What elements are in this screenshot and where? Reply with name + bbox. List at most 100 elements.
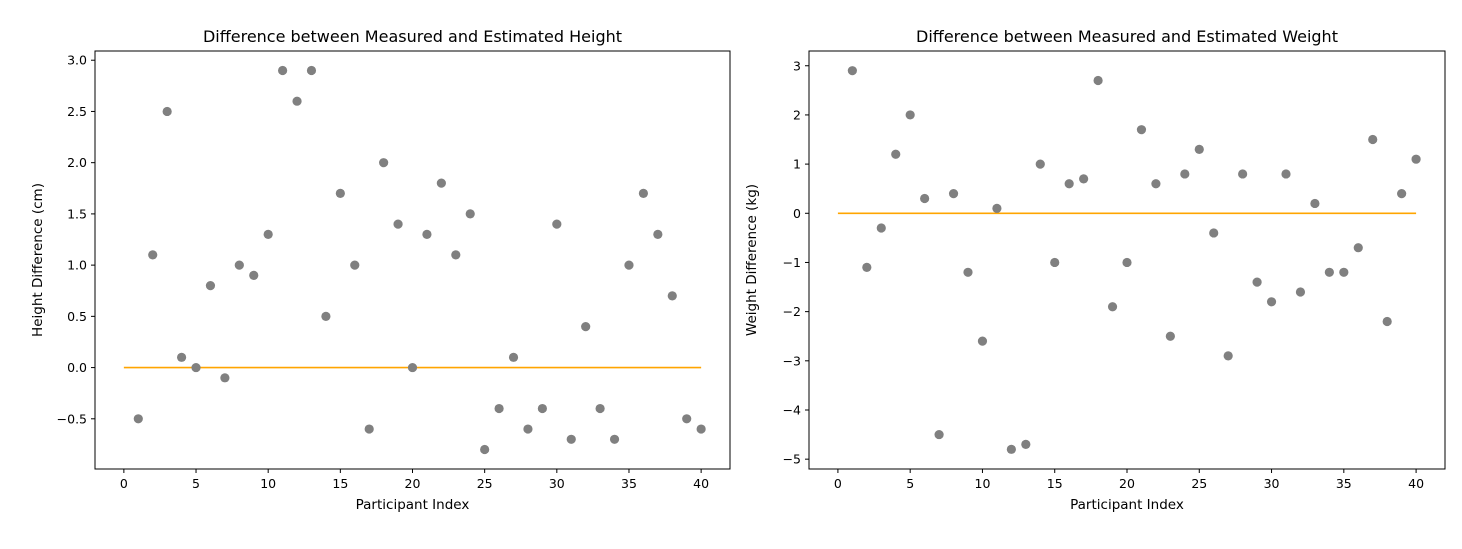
data-point [696,424,706,434]
x-tick-label: 25 [477,476,493,491]
data-point [934,429,944,440]
data-point [379,158,389,168]
data-point [494,403,504,414]
y-tick-label: −1 [783,255,801,270]
x-tick-label: 0 [120,476,128,491]
data-point [653,229,663,239]
data-point [407,362,418,373]
x-tick-label: 35 [1336,476,1352,491]
data-point [205,281,216,291]
data-point [1223,351,1233,361]
data-point [1368,134,1378,145]
data-point [162,106,172,117]
y-tick-label: −3 [783,353,801,368]
data-point [1252,277,1262,287]
y-tick-label: −5 [783,452,801,467]
data-point [992,203,1002,213]
data-point [176,352,187,362]
data-point [609,434,620,444]
data-point [638,188,649,199]
x-tick-label: 30 [549,476,565,491]
data-point [566,434,576,444]
data-point [977,336,988,346]
data-point [624,260,634,270]
y-axis-label: Weight Difference (kg) [744,184,760,336]
data-point [847,66,857,76]
data-point [1021,439,1031,450]
data-point [1209,228,1219,238]
data-point [306,65,317,76]
x-tick-label: 20 [1119,476,1135,491]
x-tick-label: 10 [260,476,276,491]
y-tick-label: 0 [793,206,801,221]
data-point [667,291,677,301]
data-point [1079,174,1089,184]
y-tick-label: −0.5 [57,411,87,426]
y-tick-label: 1.5 [67,206,87,221]
data-point [436,178,446,188]
y-tick-label: −2 [783,304,801,319]
data-point [682,414,692,424]
y-tick-label: 3 [793,58,801,73]
y-tick-label: 1 [793,157,801,172]
x-tick-label: 30 [1264,476,1280,491]
data-point [1107,302,1118,312]
data-point [234,260,244,270]
data-point [263,229,273,239]
data-point [1310,198,1320,209]
data-point [862,262,872,272]
data-point [1006,444,1016,454]
y-tick-label: 2 [793,107,801,122]
data-point [278,65,288,76]
data-point [465,209,475,219]
y-tick-label: −4 [783,402,801,417]
x-tick-label: 25 [1191,476,1207,491]
data-point [220,373,230,383]
data-point [1281,169,1291,179]
x-tick-label: 40 [1408,476,1424,491]
data-point [393,219,403,229]
y-axis-label: Height Difference (cm) [30,183,46,337]
data-point [1382,316,1392,327]
height-difference-chart: 0 5 10 15 20 25 30 35 40 −0.5 0.0 0.5 1.0 1.5 2.0 2.5 3.… [30,27,731,513]
data-point [1122,257,1132,268]
data-point [249,270,259,280]
data-point [1050,257,1060,268]
x-tick-label: 20 [405,476,421,491]
data-point [1353,243,1363,253]
x-tick-label: 10 [975,476,991,491]
data-point [948,189,959,199]
data-point [422,229,432,239]
data-point [1295,287,1306,297]
chart-title: Difference between Measured and Estimate… [203,27,622,46]
weight-difference-chart: 0 5 10 15 20 25 30 35 40 −5 −4 −3 −2 −1 0 1 2 3 Difference… [744,27,1446,513]
data-point [1411,154,1421,164]
data-point [480,444,490,455]
data-point [920,193,930,204]
y-tick-label: 0.5 [67,309,87,324]
data-point [1194,144,1204,154]
chart-title: Difference between Measured and Estimate… [916,27,1338,46]
data-point [1165,331,1175,341]
y-tick-label: 1.0 [67,258,87,273]
data-point [1035,159,1045,169]
data-point [133,414,143,424]
data-point [451,250,461,260]
data-point [191,362,201,373]
data-point [523,424,533,434]
data-point [876,223,886,233]
data-point [891,149,901,159]
y-tick-label: 2.0 [67,155,87,170]
data-point [1064,179,1074,189]
data-point [148,250,158,260]
data-point [1397,189,1407,199]
data-point [1339,267,1349,277]
y-tick-label: 2.5 [67,104,87,119]
x-tick-label: 15 [332,476,348,491]
y-tick-label: 0.0 [67,360,87,375]
data-point [905,110,915,120]
data-point [1266,297,1277,307]
x-tick-label: 35 [621,476,637,491]
data-point [1180,169,1190,179]
